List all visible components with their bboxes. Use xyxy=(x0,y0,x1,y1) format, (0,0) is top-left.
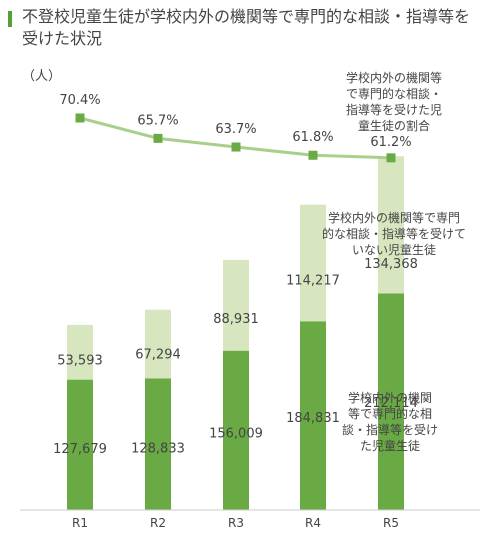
chart-title-block: 不登校児童生徒が学校内外の機関等で専門的な相談・指導等を受けた状況 xyxy=(8,6,483,50)
annotation-rate-line-3: 指導等を受けた児 xyxy=(346,102,442,117)
annotation-rate-line-4: 童生徒の割合 xyxy=(358,118,430,133)
rate-marker-R3 xyxy=(231,142,241,152)
annotation-received-line-2: 等で専門的な相 xyxy=(348,406,432,421)
x-tick-R3: R3 xyxy=(228,516,244,530)
annotation-not-received-line-2: 的な相談・指導等を受けて xyxy=(322,226,466,241)
rate-line-group: 70.4% 65.7% 63.7% 61.8% 61.2% xyxy=(59,93,412,163)
x-tick-R2: R2 xyxy=(150,516,166,530)
annotation-rate-line-2: で専門的な相談・ xyxy=(346,86,442,101)
bar-received-R4 xyxy=(300,321,326,510)
annotation-received-line-4: た児童生徒 xyxy=(360,438,420,453)
bar-not-received-R3 xyxy=(223,259,249,351)
annotation-rate-line-1: 学校内外の機関等 xyxy=(346,70,442,85)
bar-not-received-R4 xyxy=(300,204,326,322)
title-accent-bar xyxy=(8,11,12,27)
bar-received-R1 xyxy=(67,379,93,510)
bar-received-R5 xyxy=(378,293,404,510)
value-label-not-received-R1: 53,593 xyxy=(57,353,103,368)
value-label-received-R2: 128,833 xyxy=(131,441,185,456)
bar-not-received-R1 xyxy=(67,324,93,380)
value-label-not-received-R2: 67,294 xyxy=(135,347,181,362)
bar-received-R3 xyxy=(223,350,249,510)
rate-label-R4: 61.8% xyxy=(292,130,333,145)
rate-marker-R4 xyxy=(308,150,318,160)
bar-not-received-R2 xyxy=(145,309,171,379)
rate-label-R1: 70.4% xyxy=(59,93,100,108)
bar-not-received-R5 xyxy=(378,156,404,294)
annotation-not-received-line-3: いない児童生徒 xyxy=(352,242,436,257)
value-labels-group: 127,679 53,593 128,833 67,294 156,009 88,931 1… xyxy=(53,257,418,457)
x-tick-R5: R5 xyxy=(383,516,399,530)
value-label-not-received-R4: 114,217 xyxy=(286,273,340,288)
rate-label-R5: 61.2% xyxy=(370,135,411,150)
y-unit-label: （人） xyxy=(22,69,61,84)
value-label-received-R4: 184,831 xyxy=(286,411,340,426)
annotation-received-line-1: 学校内外の機関 xyxy=(348,390,432,405)
rate-label-R2: 65.7% xyxy=(137,113,178,128)
annotation-received-line-3: 談・指導等を受け xyxy=(342,422,438,437)
value-label-received-R5: 212,114 xyxy=(364,396,418,411)
annotations-group: 学校内外の機関等で専門的な相談・指導等を受けた児童生徒の割合学校内外の機関等で専… xyxy=(322,70,466,453)
x-tick-R1: R1 xyxy=(72,516,88,530)
x-tick-R4: R4 xyxy=(305,516,321,530)
chart-title: 不登校児童生徒が学校内外の機関等で専門的な相談・指導等を受けた状況 xyxy=(22,7,471,48)
bar-received-R2 xyxy=(145,378,171,510)
rate-marker-R5 xyxy=(386,153,396,163)
value-label-received-R3: 156,009 xyxy=(209,427,263,442)
rate-marker-R1 xyxy=(75,113,85,123)
value-label-not-received-R5: 134,368 xyxy=(364,257,418,272)
rate-label-R3: 63.7% xyxy=(215,122,256,137)
x-ticks-group: R1 R2 R3 R4 R5 xyxy=(72,516,399,530)
annotation-not-received-line-1: 学校内外の機関等で専門 xyxy=(328,210,460,225)
rate-marker-R2 xyxy=(153,133,163,143)
value-label-not-received-R3: 88,931 xyxy=(213,312,259,327)
value-label-received-R1: 127,679 xyxy=(53,442,107,457)
bars-group xyxy=(67,156,404,510)
